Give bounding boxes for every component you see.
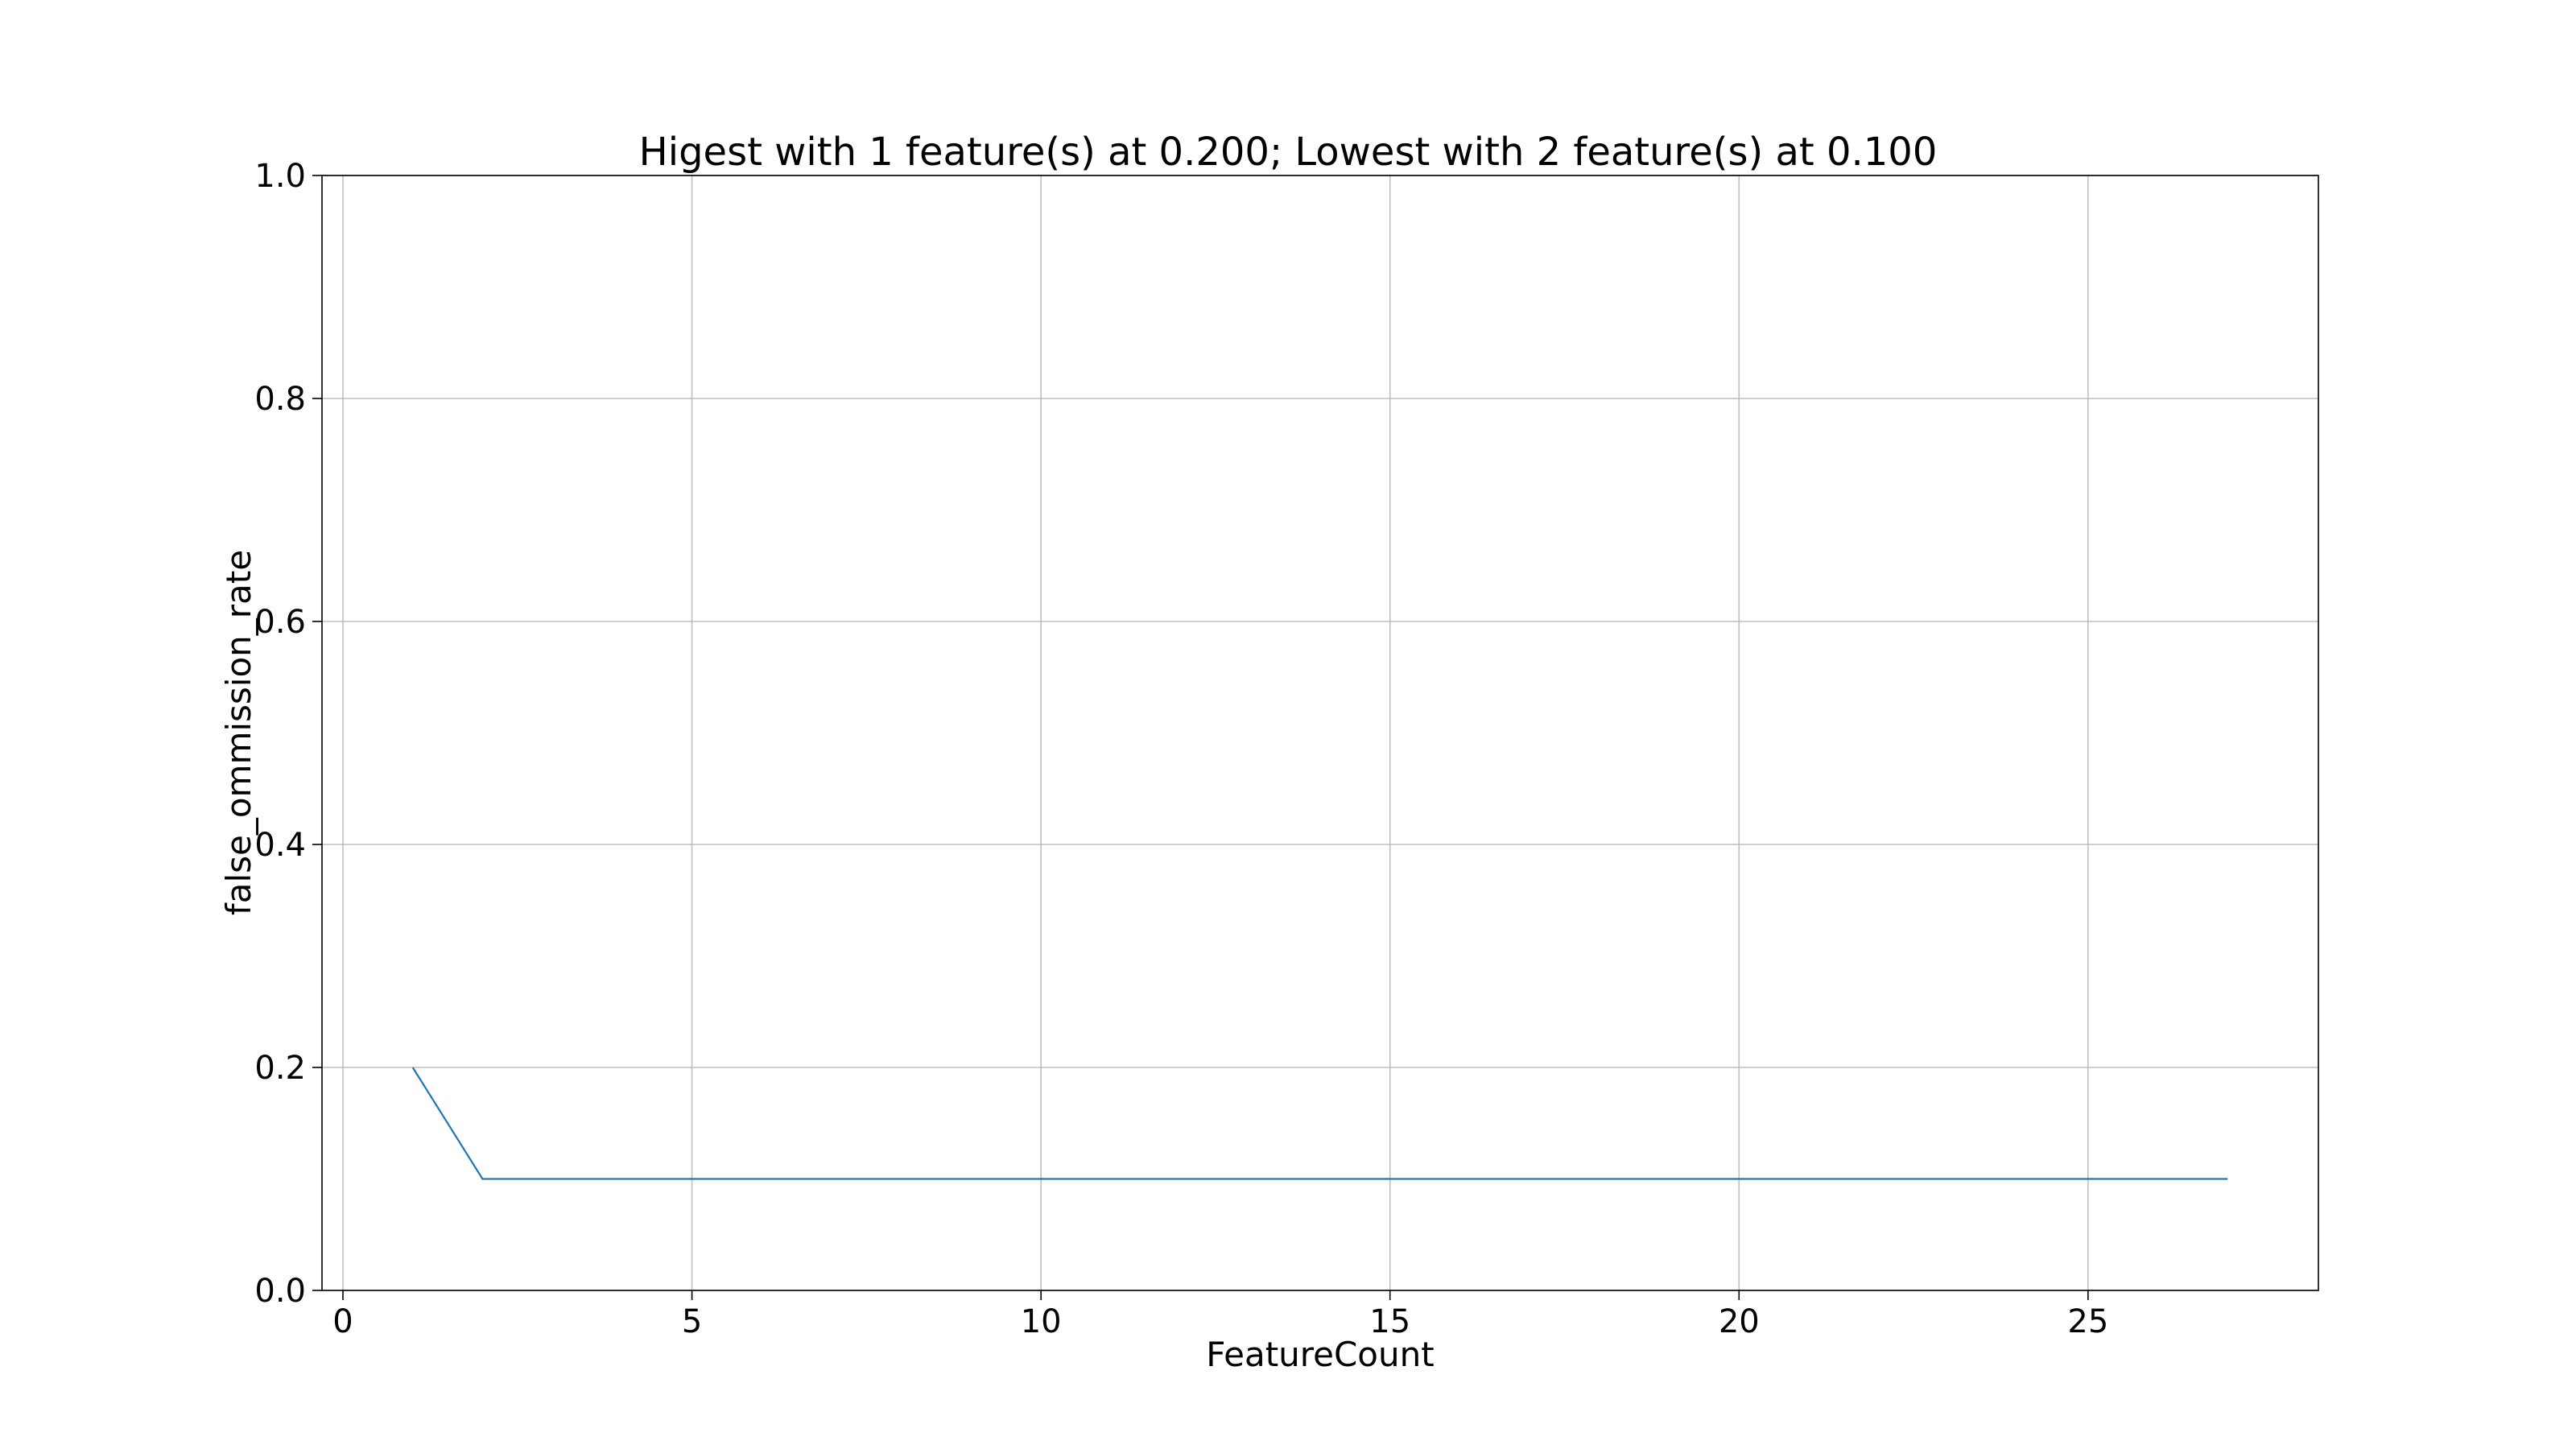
y-tick-label: 0.6: [254, 604, 306, 641]
x-tick-label: 15: [1369, 1303, 1410, 1340]
y-tick-label: 0.2: [254, 1050, 306, 1087]
grid-lines: [322, 175, 2318, 1291]
x-tick-label: 20: [1719, 1303, 1760, 1340]
x-tick-label: 5: [682, 1303, 702, 1340]
chart-title: Higest with 1 feature(s) at 0.200; Lowes…: [639, 130, 1938, 175]
x-axis: 0 5 10 15 20 25: [332, 1290, 2108, 1340]
y-axis-label: false_ommission_rate: [219, 550, 258, 915]
data-series: [411, 1067, 2228, 1180]
y-tick-label: 0.4: [254, 827, 306, 864]
plot-frame: [321, 175, 2319, 1291]
series-line: [411, 1067, 2228, 1180]
y-tick-label: 0.0: [254, 1273, 306, 1310]
x-tick-label: 0: [332, 1303, 353, 1340]
x-tick-label: 10: [1021, 1303, 1062, 1340]
x-tick-label: 25: [2067, 1303, 2108, 1340]
y-tick-label: 1.0: [254, 158, 306, 195]
x-axis-label: FeatureCount: [1206, 1335, 1434, 1374]
y-tick-label: 0.8: [254, 381, 306, 418]
y-axis: 0.0 0.2 0.4 0.6 0.8 1.0: [254, 158, 322, 1310]
